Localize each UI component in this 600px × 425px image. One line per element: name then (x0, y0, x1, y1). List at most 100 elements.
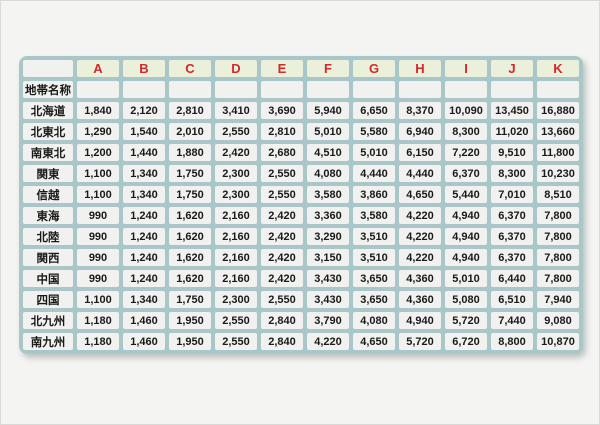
value-cell: 4,650 (353, 333, 395, 350)
empty-cell (77, 81, 119, 98)
zone-name-label-cell: 地帯名称 (23, 81, 73, 98)
value-cell: 6,720 (445, 333, 487, 350)
zone-rate-table: A B C D E F G H I J K 地帯名称 北海道 1,840 2,120 2,810 3,410 3,… (19, 56, 583, 354)
value-cell: 1,620 (169, 228, 211, 245)
value-cell: 2,160 (215, 228, 257, 245)
value-cell: 2,420 (215, 144, 257, 161)
region-row: 関東 1,100 1,340 1,750 2,300 2,550 4,080 4,440 4,4… (23, 165, 579, 182)
value-cell: 1,100 (77, 291, 119, 308)
empty-cell (491, 81, 533, 98)
empty-cell (445, 81, 487, 98)
value-cell: 9,510 (491, 144, 533, 161)
value-cell: 6,150 (399, 144, 441, 161)
value-cell: 1,180 (77, 312, 119, 329)
value-cell: 4,510 (307, 144, 349, 161)
empty-cell (123, 81, 165, 98)
value-cell: 2,300 (215, 186, 257, 203)
value-cell: 6,370 (491, 249, 533, 266)
value-cell: 4,220 (399, 207, 441, 224)
region-row: 信越 1,100 1,340 1,750 2,300 2,550 3,580 3,860 4,6… (23, 186, 579, 203)
value-cell: 7,800 (537, 249, 579, 266)
value-cell: 4,080 (353, 312, 395, 329)
value-cell: 990 (77, 249, 119, 266)
value-cell: 3,150 (307, 249, 349, 266)
value-cell: 990 (77, 207, 119, 224)
value-cell: 1,240 (123, 207, 165, 224)
region-row: 北海道 1,840 2,120 2,810 3,410 3,690 5,940 6,650 8,… (23, 102, 579, 119)
value-cell: 990 (77, 228, 119, 245)
value-cell: 1,290 (77, 123, 119, 140)
value-cell: 5,010 (307, 123, 349, 140)
value-cell: 7,800 (537, 270, 579, 287)
value-cell: 2,160 (215, 207, 257, 224)
value-cell: 1,180 (77, 333, 119, 350)
region-label-cell: 南東北 (23, 144, 73, 161)
value-cell: 10,230 (537, 165, 579, 182)
region-label-cell: 四国 (23, 291, 73, 308)
value-cell: 4,080 (307, 165, 349, 182)
value-cell: 10,090 (445, 102, 487, 119)
value-cell: 8,370 (399, 102, 441, 119)
value-cell: 1,240 (123, 249, 165, 266)
value-cell: 1,340 (123, 165, 165, 182)
value-cell: 4,940 (445, 207, 487, 224)
column-header-cell: D (215, 60, 257, 77)
value-cell: 1,240 (123, 228, 165, 245)
region-label-cell: 北陸 (23, 228, 73, 245)
region-row: 四国 1,100 1,340 1,750 2,300 2,550 3,430 3,650 4,3… (23, 291, 579, 308)
region-label-cell: 関東 (23, 165, 73, 182)
value-cell: 1,840 (77, 102, 119, 119)
region-label-cell: 北東北 (23, 123, 73, 140)
column-header-cell: I (445, 60, 487, 77)
value-cell: 5,010 (445, 270, 487, 287)
value-cell: 2,680 (261, 144, 303, 161)
empty-cell (215, 81, 257, 98)
region-row: 関西 990 1,240 1,620 2,160 2,420 3,150 3,510 4,220… (23, 249, 579, 266)
table-body: A B C D E F G H I J K 地帯名称 北海道 1,840 2,120 2,810 3,410 3,… (23, 60, 579, 350)
value-cell: 1,440 (123, 144, 165, 161)
value-cell: 2,840 (261, 312, 303, 329)
corner-cell (23, 60, 73, 77)
value-cell: 3,510 (353, 249, 395, 266)
value-cell: 2,550 (261, 186, 303, 203)
column-header-cell: H (399, 60, 441, 77)
value-cell: 1,100 (77, 186, 119, 203)
value-cell: 2,300 (215, 165, 257, 182)
value-cell: 1,950 (169, 312, 211, 329)
value-cell: 2,810 (261, 123, 303, 140)
column-header-cell: C (169, 60, 211, 77)
value-cell: 7,800 (537, 228, 579, 245)
empty-cell (169, 81, 211, 98)
value-cell: 13,660 (537, 123, 579, 140)
region-label-cell: 南九州 (23, 333, 73, 350)
region-label-cell: 東海 (23, 207, 73, 224)
region-label-cell: 北海道 (23, 102, 73, 119)
value-cell: 2,550 (261, 165, 303, 182)
value-cell: 1,240 (123, 270, 165, 287)
value-cell: 1,750 (169, 186, 211, 203)
value-cell: 2,420 (261, 249, 303, 266)
region-row: 南東北 1,200 1,440 1,880 2,420 2,680 4,510 5,010 6,… (23, 144, 579, 161)
column-header-cell: G (353, 60, 395, 77)
value-cell: 5,080 (445, 291, 487, 308)
region-row: 北東北 1,290 1,540 2,010 2,550 2,810 5,010 5,580 6,… (23, 123, 579, 140)
value-cell: 2,160 (215, 249, 257, 266)
value-cell: 1,950 (169, 333, 211, 350)
value-cell: 3,510 (353, 228, 395, 245)
region-label-cell: 北九州 (23, 312, 73, 329)
value-cell: 2,840 (261, 333, 303, 350)
region-row: 東海 990 1,240 1,620 2,160 2,420 3,360 3,580 4,220… (23, 207, 579, 224)
value-cell: 16,880 (537, 102, 579, 119)
column-header-cell: K (537, 60, 579, 77)
value-cell: 1,100 (77, 165, 119, 182)
value-cell: 4,440 (353, 165, 395, 182)
value-cell: 3,580 (353, 207, 395, 224)
value-cell: 990 (77, 270, 119, 287)
value-cell: 2,120 (123, 102, 165, 119)
value-cell: 3,430 (307, 291, 349, 308)
value-cell: 6,370 (491, 228, 533, 245)
column-header-cell: A (77, 60, 119, 77)
value-cell: 1,620 (169, 270, 211, 287)
value-cell: 4,360 (399, 291, 441, 308)
